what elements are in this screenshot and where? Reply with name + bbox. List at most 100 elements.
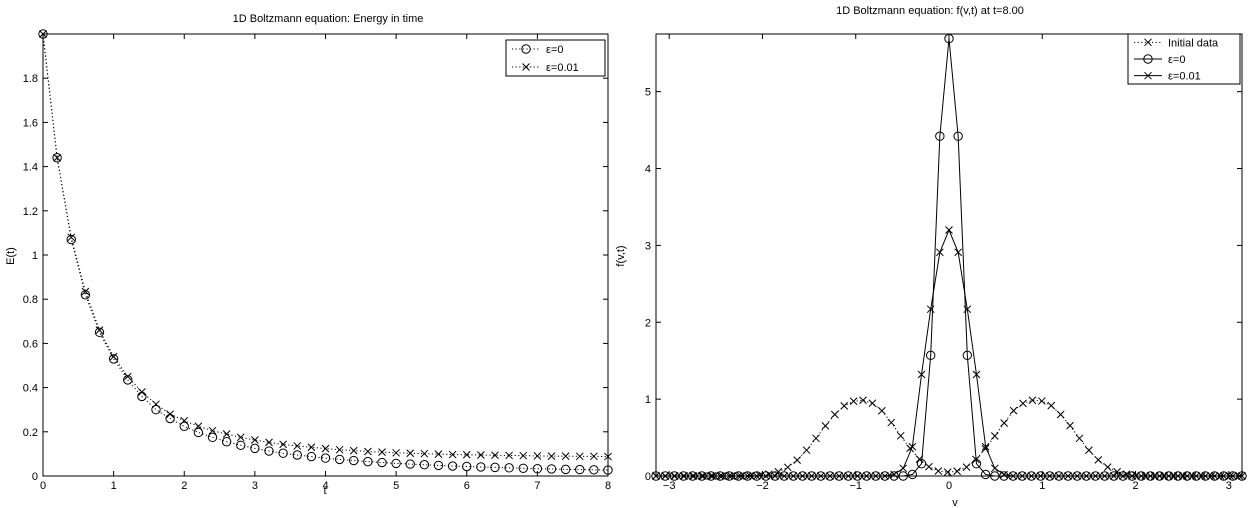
data-point [462,450,471,459]
series-line [42,33,609,471]
x-tick-label: 2 [1132,480,1138,492]
data-point [943,468,952,477]
data-point [840,402,849,410]
series-line [656,228,1242,477]
x-tick-label: 8 [605,480,611,492]
legend: Initial data ε=0 ε=0.01 [1127,33,1241,85]
data-point [935,248,944,257]
data-point [363,456,373,467]
data-point [250,443,260,454]
data-point [193,427,204,438]
data-point [251,436,259,444]
data-point [925,350,936,361]
data-point [236,440,246,450]
data-point [519,451,528,460]
data-point [849,397,858,406]
data-point [1066,421,1074,430]
data-point [590,452,598,461]
y-tick-label: 1.8 [23,73,38,85]
data-point [926,305,935,314]
data-point [917,370,926,379]
data-point [221,437,232,447]
data-point [81,287,90,296]
series-1 [38,29,613,475]
legend-marker [1144,38,1152,47]
data-point [916,459,927,469]
data-point [533,452,542,460]
x-tick-label: 3 [252,480,258,492]
y-tick-label: 1.6 [23,117,38,129]
data-point [194,422,203,431]
data-point [151,405,161,415]
y-tick-label: 3 [645,240,651,252]
data-point [1009,406,1018,415]
data-point [434,450,443,458]
legend: ε=0 ε=0.01 [505,39,606,77]
data-point [1056,410,1065,419]
x-tick-label: 7 [534,480,540,492]
data-point [899,464,908,473]
series-line [656,38,1242,477]
y-tick-label: 0.4 [23,383,38,395]
data-point [1075,434,1084,443]
plot-frame [42,33,609,477]
data-point [877,406,886,415]
data-point [491,451,499,460]
legend-marker [1143,54,1153,64]
y-tick-label: 4 [645,164,651,176]
legend-label: Initial data [1168,37,1219,49]
x-axis-label: t [323,485,326,497]
data-point [405,459,415,469]
x-tick-label: 3 [1226,480,1232,492]
data-point [1000,470,1008,479]
x-tick-label: 5 [393,480,399,492]
data-point [477,451,485,459]
data-point [546,464,557,474]
chart-title: 1D Boltzmann equation: Energy in time [233,13,424,25]
data-point [321,444,330,453]
data-point [53,153,61,162]
data-point [1094,456,1103,464]
data-point [890,470,898,479]
data-point [953,131,963,141]
legend-marker [1144,71,1152,80]
series-1 [652,396,1244,480]
y-axis-label: f(v,t) [615,245,627,266]
data-point [505,451,513,460]
legend-label: ε=0 [546,44,563,56]
data-point [504,463,514,473]
data-point [433,460,444,471]
data-point [1103,463,1112,472]
data-point [561,452,570,460]
x-axis-label: v [952,497,958,508]
data-point [66,234,76,245]
data-point [1085,446,1093,455]
data-point [490,462,500,473]
y-tick-label: 0.2 [23,427,38,439]
data-point [953,467,961,476]
data-point [108,354,119,364]
data-point [589,465,599,475]
data-point [179,421,189,431]
chart-1: 0 1 2 3 4 5 6 7 8 0 0.2 0.4 0.6 0.8 1 1.2 1.4 1.6 1.8 1D Bo… [5,13,613,497]
data-point [334,454,345,465]
y-axis-label: E(t) [5,247,17,265]
data-point [575,464,585,475]
series-line [42,33,609,458]
data-point [448,450,457,459]
y-tick-label: 0 [645,471,651,483]
x-tick-label: 1 [111,480,117,492]
data-point [207,432,218,443]
data-point [447,461,458,471]
data-point [278,448,288,458]
data-point [419,460,430,470]
data-point [859,396,867,405]
data-point [95,326,104,334]
data-point [1037,397,1046,405]
data-point [547,452,556,460]
data-point [391,458,401,469]
data-point [908,442,917,451]
legend-marker [522,63,530,71]
data-point [109,352,118,361]
y-tick-label: 0 [32,471,38,483]
